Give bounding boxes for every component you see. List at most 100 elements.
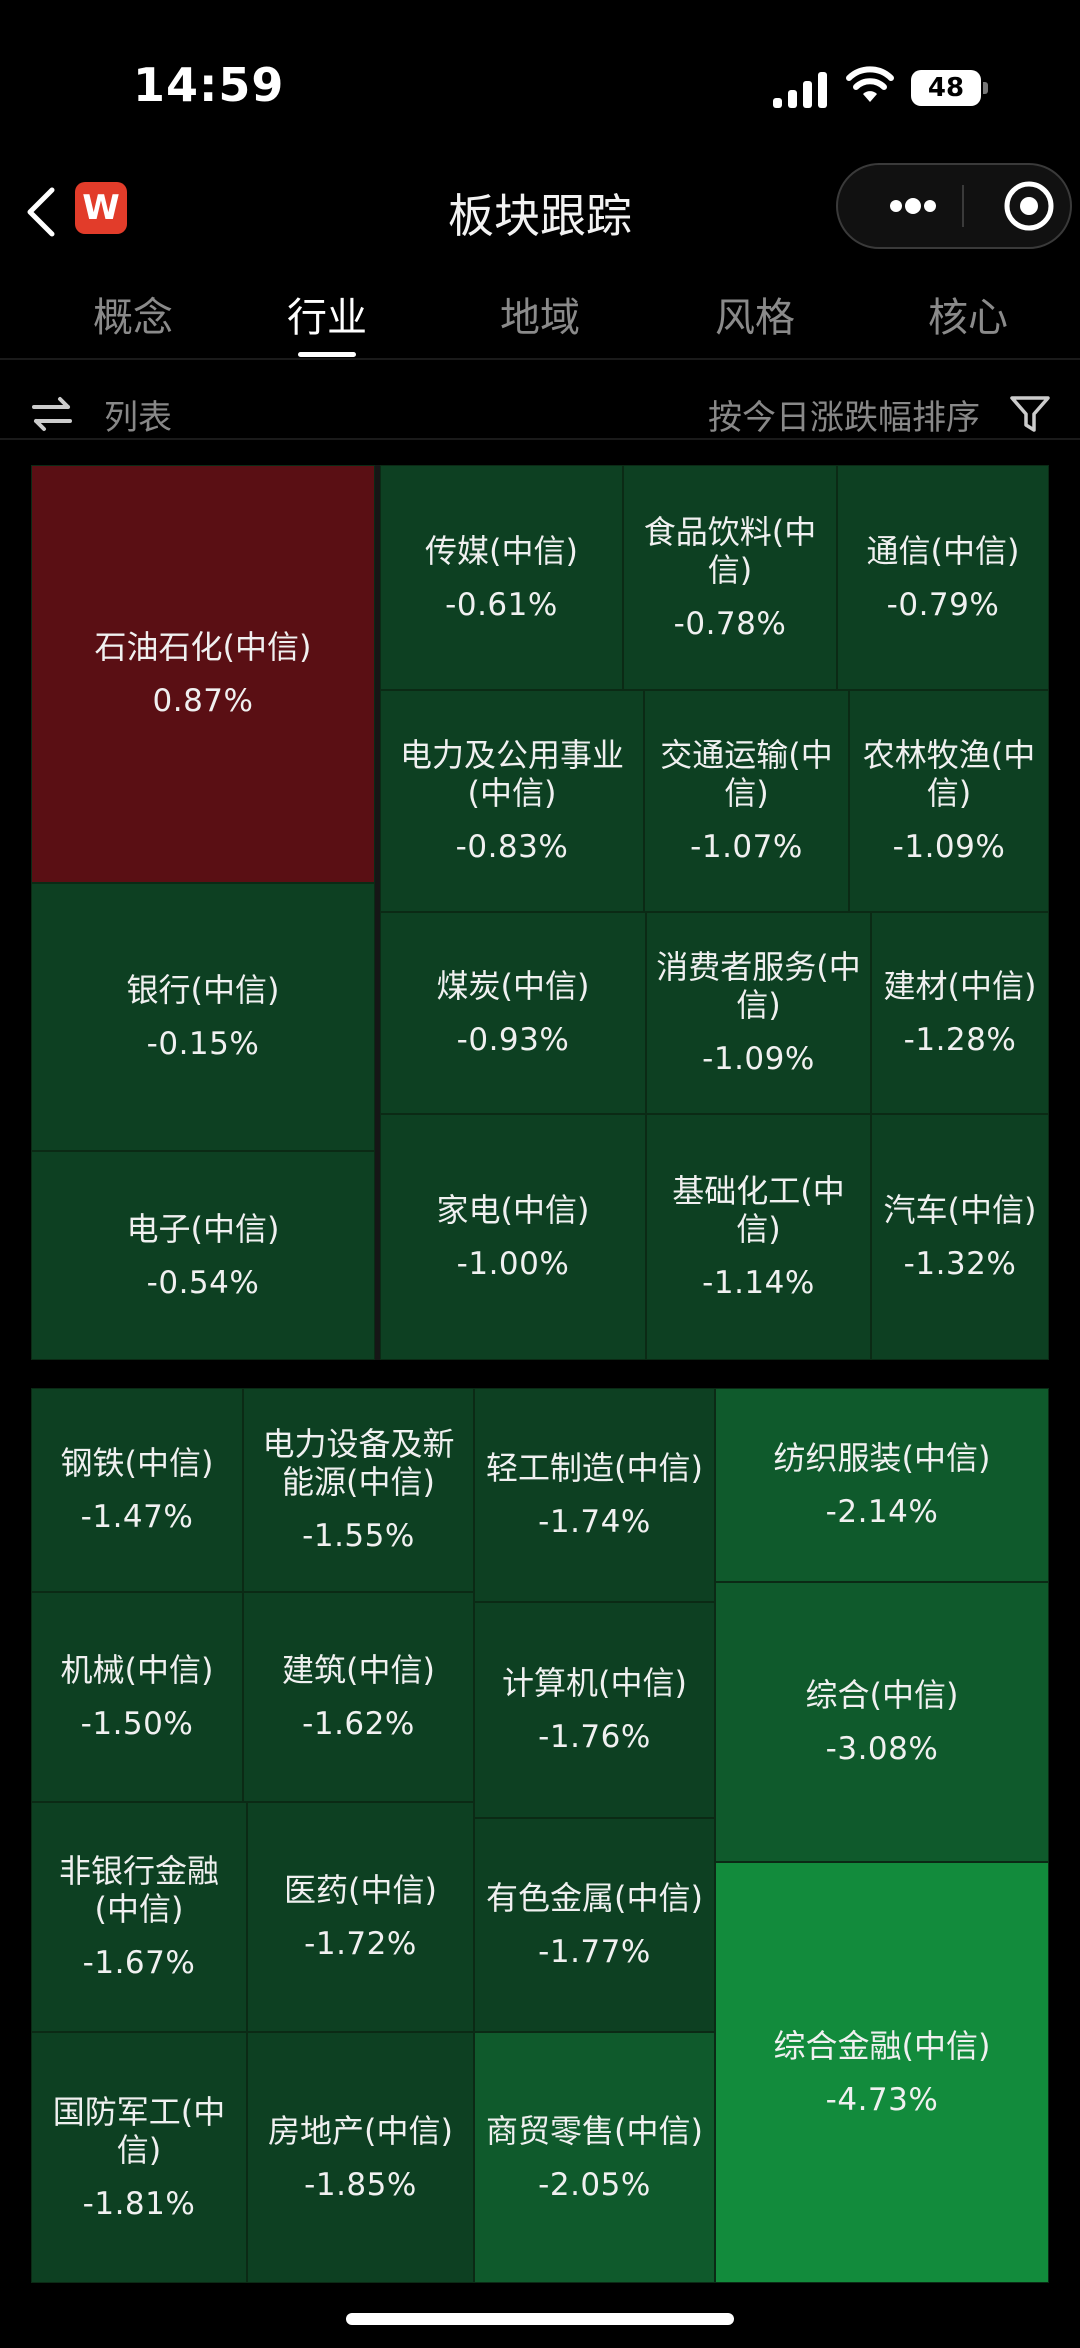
sort-label[interactable]: 按今日涨跌幅排序 bbox=[708, 398, 980, 438]
sector-change: -1.32% bbox=[903, 1246, 1017, 1282]
sector-cell[interactable]: 国防军工(中信) -1.81% bbox=[31, 2032, 247, 2283]
sector-cell[interactable]: 通信(中信) -0.79% bbox=[837, 465, 1049, 690]
page-title: 板块跟踪 bbox=[448, 189, 632, 243]
sector-cell[interactable]: 建筑(中信) -1.62% bbox=[243, 1592, 474, 1802]
sector-name: 计算机(中信) bbox=[502, 1664, 687, 1702]
sector-cell[interactable]: 计算机(中信) -1.76% bbox=[474, 1602, 715, 1818]
treemap-top: 石油石化(中信) 0.87% 传媒(中信) -0.61% 食品饮料(中信) -0.78% 通… bbox=[31, 465, 1049, 1360]
sector-name: 房地产(中信) bbox=[268, 2111, 453, 2150]
close-target-icon[interactable] bbox=[984, 165, 1074, 247]
sector-cell[interactable]: 综合(中信) -3.08% bbox=[715, 1582, 1049, 1862]
sector-cell[interactable]: 传媒(中信) -0.61% bbox=[380, 465, 623, 690]
sector-cell[interactable]: 基础化工(中信) -1.14% bbox=[646, 1114, 871, 1360]
sector-name: 机械(中信) bbox=[60, 1651, 214, 1689]
sector-cell[interactable]: 非银行金融(中信) -1.67% bbox=[31, 1802, 247, 2032]
sector-name: 消费者服务(中信) bbox=[656, 948, 861, 1024]
sector-cell[interactable]: 纺织服装(中信) -2.14% bbox=[715, 1388, 1049, 1582]
sector-cell[interactable]: 医药(中信) -1.72% bbox=[247, 1802, 474, 2032]
list-toggle-label[interactable]: 列表 bbox=[104, 398, 172, 438]
sector-change: -1.72% bbox=[304, 1926, 417, 1962]
sector-change: -1.28% bbox=[903, 1022, 1017, 1058]
tab-industry[interactable]: 行业 bbox=[287, 295, 367, 341]
filter-icon[interactable] bbox=[1008, 394, 1052, 434]
sector-name: 农林牧渔(中信) bbox=[862, 736, 1036, 812]
sector-name: 钢铁(中信) bbox=[60, 1444, 214, 1482]
mini-program-capsule bbox=[836, 163, 1072, 249]
tab-concept[interactable]: 概念 bbox=[93, 295, 173, 341]
sector-name: 通信(中信) bbox=[866, 531, 1020, 570]
sector-cell[interactable]: 钢铁(中信) -1.47% bbox=[31, 1388, 243, 1592]
sector-name: 食品饮料(中信) bbox=[643, 512, 817, 589]
wifi-icon bbox=[846, 66, 894, 102]
sector-cell[interactable]: 食品饮料(中信) -0.78% bbox=[623, 465, 837, 690]
back-icon[interactable] bbox=[22, 182, 62, 242]
sector-cell[interactable]: 综合金融(中信) -4.73% bbox=[715, 1862, 1049, 2283]
sector-change: 0.87% bbox=[152, 683, 254, 719]
sector-cell[interactable]: 石油石化(中信) 0.87% bbox=[31, 465, 375, 883]
sector-cell[interactable]: 机械(中信) -1.50% bbox=[31, 1592, 243, 1802]
sector-change: -1.09% bbox=[702, 1041, 815, 1077]
sector-name: 综合(中信) bbox=[805, 1676, 959, 1714]
sector-name: 有色金属(中信) bbox=[486, 1879, 703, 1917]
sector-change: -1.55% bbox=[302, 1518, 415, 1554]
sector-change: -0.15% bbox=[146, 1026, 260, 1062]
sector-name: 商贸零售(中信) bbox=[486, 2111, 703, 2150]
sector-name: 纺织服装(中信) bbox=[773, 1439, 991, 1477]
sector-change: -4.73% bbox=[825, 2081, 939, 2118]
sector-cell[interactable]: 电力设备及新能源(中信) -1.55% bbox=[243, 1388, 474, 1592]
app-logo: W bbox=[75, 182, 127, 234]
sector-change: -1.62% bbox=[302, 1706, 415, 1742]
sector-cell[interactable]: 银行(中信) -0.15% bbox=[31, 883, 375, 1151]
sector-change: -0.54% bbox=[146, 1264, 260, 1301]
sector-name: 传媒(中信) bbox=[425, 531, 578, 570]
sector-cell[interactable]: 房地产(中信) -1.85% bbox=[247, 2032, 474, 2283]
sector-change: -1.67% bbox=[82, 1945, 196, 1981]
sector-name: 国防军工(中信) bbox=[52, 2092, 226, 2169]
sector-cell[interactable]: 电力及公用事业(中信) -0.83% bbox=[380, 690, 644, 912]
sector-cell[interactable]: 煤炭(中信) -0.93% bbox=[380, 912, 646, 1114]
treemap-bottom: 钢铁(中信) -1.47% 电力设备及新能源(中信) -1.55% 轻工制造(中信) -1… bbox=[31, 1388, 1049, 2283]
sector-name: 非银行金融(中信) bbox=[58, 1852, 219, 1928]
sector-change: -1.77% bbox=[538, 1934, 651, 1970]
sector-name: 煤炭(中信) bbox=[436, 967, 590, 1005]
tab-core[interactable]: 核心 bbox=[928, 295, 1008, 341]
home-indicator bbox=[346, 2313, 734, 2325]
sector-change: -0.78% bbox=[673, 605, 787, 642]
sector-change: -1.07% bbox=[690, 829, 803, 865]
divider bbox=[0, 358, 1080, 360]
battery-indicator: 48 bbox=[911, 70, 981, 106]
sector-name: 电力及公用事业(中信) bbox=[399, 736, 624, 812]
sector-cell[interactable]: 电子(中信) -0.54% bbox=[31, 1151, 375, 1360]
sector-name: 家电(中信) bbox=[436, 1191, 590, 1229]
sector-change: -0.83% bbox=[455, 829, 569, 865]
sector-change: -1.09% bbox=[892, 829, 1006, 865]
sector-change: -0.61% bbox=[445, 586, 558, 623]
sector-name: 电力设备及新能源(中信) bbox=[262, 1425, 455, 1501]
sector-name: 轻工制造(中信) bbox=[486, 1449, 703, 1487]
tab-style[interactable]: 风格 bbox=[715, 295, 795, 341]
sector-name: 电子(中信) bbox=[126, 1209, 280, 1248]
sector-change: -1.76% bbox=[538, 1719, 651, 1755]
sector-cell[interactable]: 农林牧渔(中信) -1.09% bbox=[849, 690, 1049, 912]
tab-region[interactable]: 地域 bbox=[500, 295, 580, 341]
sector-cell[interactable]: 建材(中信) -1.28% bbox=[871, 912, 1049, 1114]
sector-change: -1.85% bbox=[304, 2166, 417, 2203]
sector-cell[interactable]: 消费者服务(中信) -1.09% bbox=[646, 912, 871, 1114]
more-icon[interactable] bbox=[868, 165, 958, 247]
sector-name: 石油石化(中信) bbox=[94, 628, 312, 666]
cellular-signal-icon bbox=[773, 70, 829, 108]
sector-name: 建筑(中信) bbox=[282, 1651, 435, 1689]
sector-cell[interactable]: 汽车(中信) -1.32% bbox=[871, 1114, 1049, 1360]
sector-cell[interactable]: 交通运输(中信) -1.07% bbox=[644, 690, 849, 912]
sector-cell[interactable]: 轻工制造(中信) -1.74% bbox=[474, 1388, 715, 1602]
swap-view-icon[interactable] bbox=[30, 394, 74, 434]
sector-change: -1.50% bbox=[80, 1706, 194, 1742]
sector-cell[interactable]: 家电(中信) -1.00% bbox=[380, 1114, 646, 1360]
sector-change: -0.79% bbox=[886, 586, 1000, 623]
sector-name: 银行(中信) bbox=[126, 971, 280, 1009]
sector-change: -1.74% bbox=[538, 1504, 651, 1540]
sector-cell[interactable]: 商贸零售(中信) -2.05% bbox=[474, 2032, 715, 2283]
sector-name: 综合金融(中信) bbox=[773, 2026, 991, 2065]
sector-change: -1.81% bbox=[82, 2185, 196, 2222]
sector-cell[interactable]: 有色金属(中信) -1.77% bbox=[474, 1818, 715, 2032]
